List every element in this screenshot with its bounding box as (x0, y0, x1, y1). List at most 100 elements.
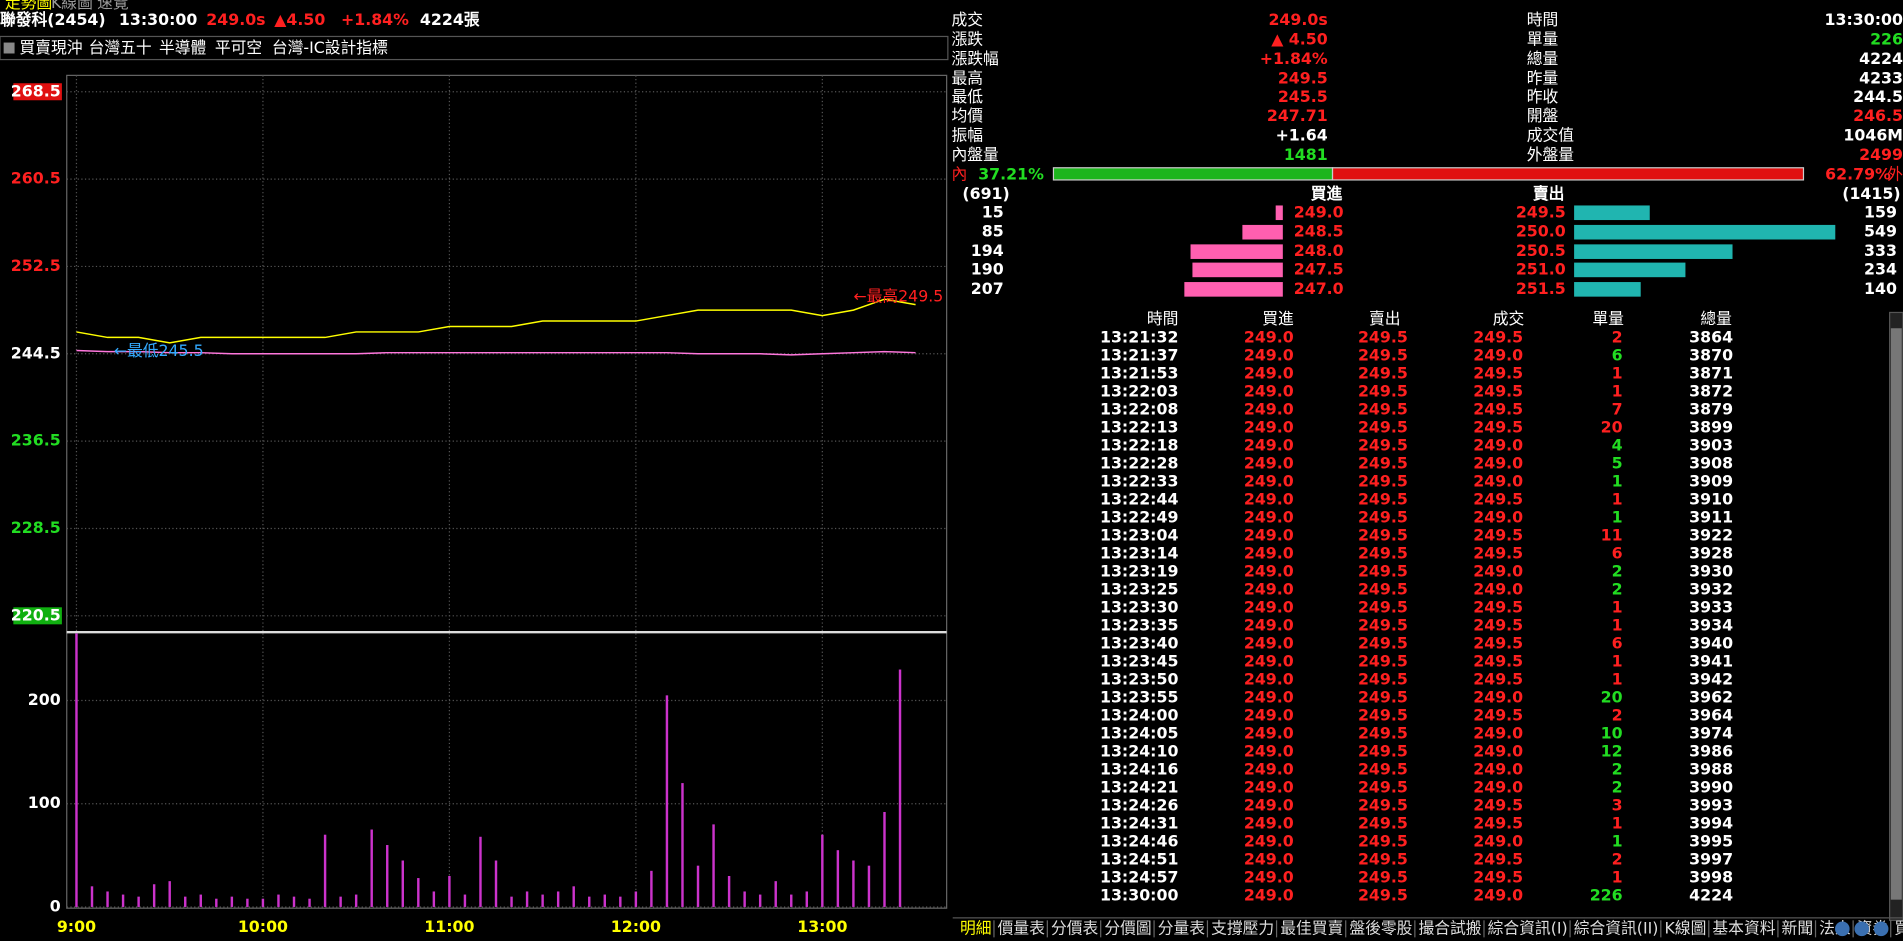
bid-bar (1275, 205, 1283, 221)
trade-cell: 249.0 (1244, 453, 1294, 472)
bottom-tab[interactable]: 撮合試搬 (1418, 918, 1481, 937)
trade-cell: 2 (1612, 327, 1623, 346)
trade-cell: 3879 (1689, 399, 1733, 418)
ask-bar (1574, 262, 1686, 278)
trade-cell: 3903 (1689, 435, 1733, 454)
trade-cell: 249.0 (1244, 363, 1294, 382)
trade-cell: 13:23:30 (1100, 597, 1178, 616)
bottom-tab[interactable]: 分量表 (1158, 918, 1206, 937)
price-line (76, 349, 916, 356)
checkbox[interactable] (3, 42, 15, 54)
trade-cell: 249.5 (1358, 381, 1408, 400)
trade-cell: 249.5 (1358, 399, 1408, 418)
volume-bar (152, 884, 156, 907)
volume-bar (619, 896, 622, 907)
trade-cell: 4 (1612, 435, 1623, 454)
bottom-tab[interactable]: K線圖 (1664, 918, 1706, 937)
trade-cell: 249.5 (1473, 849, 1523, 868)
bottom-tab[interactable]: 新聞 (1782, 918, 1814, 937)
quote-value: ▲ 4.50 (1271, 30, 1328, 49)
bottom-tab[interactable]: 最佳買賣 (1280, 918, 1343, 937)
quote-value: 2499 (1859, 145, 1903, 164)
trade-cell: 249.0 (1473, 687, 1523, 706)
trade-cell: 3864 (1689, 327, 1733, 346)
book-bid-total: (691) (962, 184, 1009, 203)
trade-cell: 249.0 (1244, 579, 1294, 598)
y-tick-label: 260.5 (11, 169, 61, 188)
trade-cell: 249.5 (1358, 741, 1408, 760)
nav-button[interactable] (1835, 921, 1850, 937)
nav-button[interactable] (1873, 921, 1889, 937)
quote-value: 249.5 (1278, 69, 1328, 88)
ask-bar (1574, 224, 1836, 240)
volume-bar (525, 891, 529, 907)
quote-label: 內盤量 (952, 145, 1000, 164)
top-tab[interactable]: 速覽 (97, 0, 129, 12)
trade-cell: 249.5 (1358, 507, 1408, 526)
toolbar-item[interactable]: 半導體 (159, 38, 207, 57)
volume-bar (417, 878, 420, 907)
trade-cell: 13:24:51 (1100, 849, 1178, 868)
trade-cell: 13:22:28 (1100, 453, 1178, 472)
trade-cell: 13:23:45 (1100, 651, 1178, 670)
trade-cell: 13:24:21 (1100, 777, 1178, 796)
ratio-value: 62.79% (1825, 165, 1891, 184)
bottom-tab[interactable]: 支撐壓力 (1211, 918, 1274, 937)
toolbar-item[interactable]: 買賣現沖 (19, 38, 82, 57)
trade-cell: 3928 (1689, 543, 1733, 562)
trade-cell: 2 (1612, 561, 1623, 580)
trade-cell: 1 (1612, 867, 1623, 886)
quote-label: 總量 (1527, 49, 1559, 68)
header-price: 249.0s (206, 10, 265, 29)
plot-frame (66, 74, 948, 909)
trade-cell: 13:24:31 (1100, 813, 1178, 832)
bottom-tab[interactable]: 分價表 (1051, 918, 1099, 937)
trade-cell: 249.5 (1473, 813, 1523, 832)
trade-cell: 3871 (1689, 363, 1733, 382)
bottom-tab[interactable]: 綜合資訊(I) (1488, 918, 1568, 937)
trade-cell: 249.0 (1244, 831, 1294, 850)
volume-bar (665, 695, 669, 907)
trade-cell: 249.5 (1358, 471, 1408, 490)
trade-cell: 249.5 (1358, 363, 1408, 382)
trade-cell: 249.0 (1473, 507, 1523, 526)
trade-cell: 1 (1612, 507, 1623, 526)
bottom-tab[interactable]: 分價圖 (1104, 918, 1151, 937)
trade-cell: 11 (1601, 525, 1623, 544)
toolbar-item[interactable]: 平可空 (215, 38, 262, 57)
top-tab[interactable]: 走勢圖 (5, 0, 52, 12)
bottom-tab[interactable]: 買賣力 (1894, 918, 1903, 937)
trade-cell: 13:24:26 (1100, 795, 1178, 814)
bottom-tab[interactable]: 綜合資訊(II) (1574, 918, 1659, 937)
column-header: 買進 (1262, 309, 1294, 328)
volume-bar (401, 860, 404, 907)
top-tab[interactable]: K線圖 (51, 0, 93, 12)
toolbar-item[interactable]: 台灣-IC設計指標 (272, 38, 388, 57)
ask-price: 249.5 (1516, 202, 1566, 221)
volume-bar (292, 896, 296, 907)
y-tick-label: 252.5 (11, 256, 61, 275)
bottom-tab[interactable]: 盤後零股 (1349, 918, 1412, 937)
volume-bar (650, 870, 653, 907)
volume-bar (758, 894, 762, 907)
scroll-thumb[interactable] (1890, 328, 1902, 900)
trade-cell: 3998 (1689, 867, 1733, 886)
trade-cell: 249.5 (1358, 453, 1408, 472)
volume-bar (852, 860, 855, 907)
limit-badge (13, 607, 62, 625)
trade-cell: 249.0 (1244, 345, 1294, 364)
trade-cell: 249.0 (1244, 471, 1294, 490)
bottom-tab[interactable]: 價量表 (998, 918, 1046, 937)
trade-cell: 249.0 (1244, 417, 1294, 436)
volume-bar (463, 894, 467, 907)
nav-button[interactable] (1854, 921, 1870, 937)
bottom-tab[interactable]: 基本資料 (1712, 918, 1775, 937)
trade-cell: 3908 (1689, 453, 1733, 472)
trade-cell: 249.0 (1473, 345, 1523, 364)
trade-cell: 249.5 (1358, 651, 1408, 670)
bottom-tab[interactable]: 明細 (960, 918, 992, 937)
ratio-label: 外 (1887, 165, 1903, 184)
trade-cell: 13:24:10 (1100, 741, 1178, 760)
trade-cell: 1 (1612, 669, 1623, 688)
toolbar-item[interactable]: 台灣五十 (89, 38, 152, 57)
